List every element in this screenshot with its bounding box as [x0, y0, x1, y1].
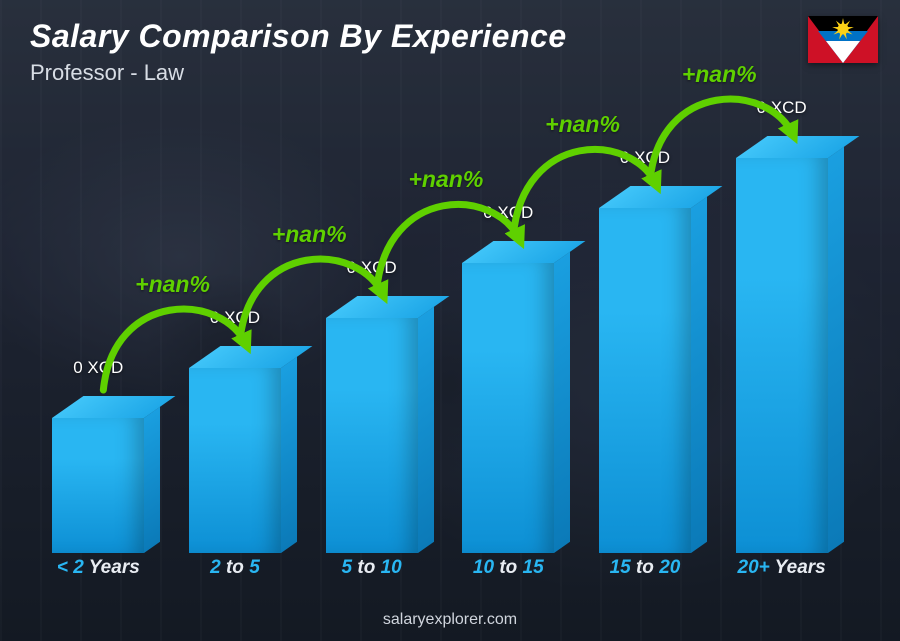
growth-arc	[240, 259, 384, 340]
growth-arc	[650, 99, 794, 180]
growth-arc	[377, 204, 521, 290]
chart-subtitle: Professor - Law	[30, 60, 184, 86]
arcs-layer	[30, 100, 850, 571]
growth-arc	[513, 149, 657, 235]
growth-arc	[103, 309, 247, 390]
flag-icon	[808, 16, 878, 63]
chart-title: Salary Comparison By Experience	[30, 18, 567, 55]
footer-credit: salaryexplorer.com	[0, 611, 900, 629]
bar-chart: 0 XCD< 2 Years0 XCD2 to 50 XCD5 to 100 X…	[30, 100, 850, 571]
arc-percent-label: +nan%	[682, 61, 757, 88]
